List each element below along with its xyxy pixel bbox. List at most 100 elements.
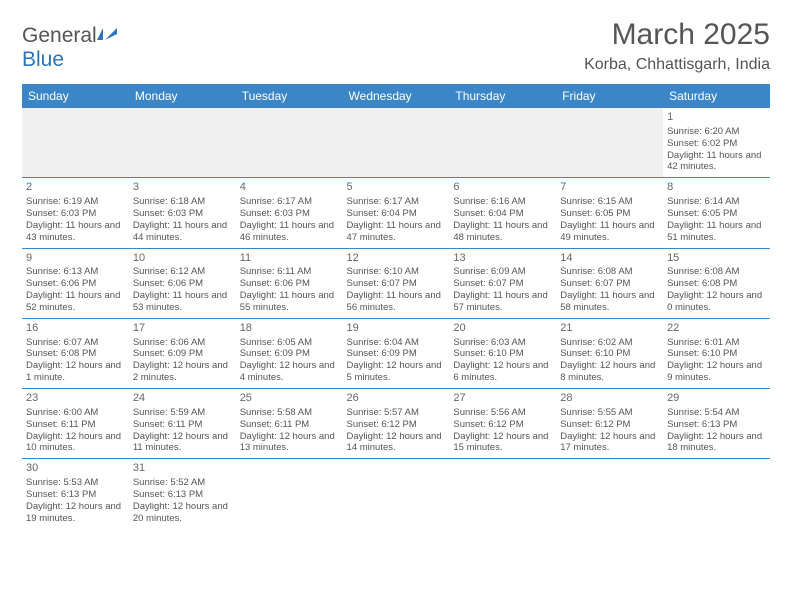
daylight-text: Daylight: 12 hours and 6 minutes.	[453, 360, 552, 384]
calendar-cell: 24Sunrise: 5:59 AMSunset: 6:11 PMDayligh…	[129, 389, 236, 459]
daylight-text: Daylight: 11 hours and 53 minutes.	[133, 290, 232, 314]
sunset-text: Sunset: 6:07 PM	[560, 278, 659, 290]
calendar-body: 1Sunrise: 6:20 AMSunset: 6:02 PMDaylight…	[22, 108, 770, 529]
day-number: 28	[560, 392, 659, 406]
day-number: 29	[667, 392, 766, 406]
calendar-cell: 11Sunrise: 6:11 AMSunset: 6:06 PMDayligh…	[236, 248, 343, 318]
daylight-text: Daylight: 11 hours and 51 minutes.	[667, 220, 766, 244]
day-number: 12	[347, 252, 446, 266]
sunrise-text: Sunrise: 5:55 AM	[560, 407, 659, 419]
sunset-text: Sunset: 6:03 PM	[240, 208, 339, 220]
sunset-text: Sunset: 6:10 PM	[560, 348, 659, 360]
sunset-text: Sunset: 6:07 PM	[453, 278, 552, 290]
sunrise-text: Sunrise: 6:18 AM	[133, 196, 232, 208]
daylight-text: Daylight: 11 hours and 46 minutes.	[240, 220, 339, 244]
day-number: 4	[240, 181, 339, 195]
calendar-cell	[449, 459, 556, 529]
calendar-cell: 30Sunrise: 5:53 AMSunset: 6:13 PMDayligh…	[22, 459, 129, 529]
weekday-header: Sunday	[22, 84, 129, 108]
daylight-text: Daylight: 11 hours and 47 minutes.	[347, 220, 446, 244]
calendar-cell: 17Sunrise: 6:06 AMSunset: 6:09 PMDayligh…	[129, 318, 236, 388]
calendar-cell: 2Sunrise: 6:19 AMSunset: 6:03 PMDaylight…	[22, 178, 129, 248]
calendar-cell: 10Sunrise: 6:12 AMSunset: 6:06 PMDayligh…	[129, 248, 236, 318]
daylight-text: Daylight: 12 hours and 15 minutes.	[453, 431, 552, 455]
day-number: 24	[133, 392, 232, 406]
weekday-header: Thursday	[449, 84, 556, 108]
sunset-text: Sunset: 6:07 PM	[347, 278, 446, 290]
sunrise-text: Sunrise: 6:08 AM	[560, 266, 659, 278]
calendar-cell	[129, 108, 236, 178]
day-number: 26	[347, 392, 446, 406]
sunrise-text: Sunrise: 6:11 AM	[240, 266, 339, 278]
sunrise-text: Sunrise: 6:08 AM	[667, 266, 766, 278]
calendar-cell: 1Sunrise: 6:20 AMSunset: 6:02 PMDaylight…	[663, 108, 770, 178]
sunrise-text: Sunrise: 6:16 AM	[453, 196, 552, 208]
sunset-text: Sunset: 6:04 PM	[347, 208, 446, 220]
sunrise-text: Sunrise: 6:13 AM	[26, 266, 125, 278]
calendar-cell: 26Sunrise: 5:57 AMSunset: 6:12 PMDayligh…	[343, 389, 450, 459]
sunset-text: Sunset: 6:04 PM	[453, 208, 552, 220]
daylight-text: Daylight: 12 hours and 9 minutes.	[667, 360, 766, 384]
calendar-cell	[449, 108, 556, 178]
sunset-text: Sunset: 6:06 PM	[133, 278, 232, 290]
daylight-text: Daylight: 12 hours and 0 minutes.	[667, 290, 766, 314]
sunrise-text: Sunrise: 6:00 AM	[26, 407, 125, 419]
sunset-text: Sunset: 6:05 PM	[667, 208, 766, 220]
sunrise-text: Sunrise: 6:10 AM	[347, 266, 446, 278]
calendar-cell	[556, 459, 663, 529]
daylight-text: Daylight: 12 hours and 8 minutes.	[560, 360, 659, 384]
sunset-text: Sunset: 6:03 PM	[26, 208, 125, 220]
sunrise-text: Sunrise: 6:17 AM	[347, 196, 446, 208]
sunset-text: Sunset: 6:09 PM	[347, 348, 446, 360]
sunrise-text: Sunrise: 5:52 AM	[133, 477, 232, 489]
daylight-text: Daylight: 11 hours and 44 minutes.	[133, 220, 232, 244]
calendar-cell: 7Sunrise: 6:15 AMSunset: 6:05 PMDaylight…	[556, 178, 663, 248]
weekday-header: Friday	[556, 84, 663, 108]
sunrise-text: Sunrise: 6:06 AM	[133, 337, 232, 349]
calendar-head: SundayMondayTuesdayWednesdayThursdayFrid…	[22, 84, 770, 108]
sunset-text: Sunset: 6:13 PM	[667, 419, 766, 431]
calendar-cell	[663, 459, 770, 529]
day-number: 27	[453, 392, 552, 406]
sunrise-text: Sunrise: 5:53 AM	[26, 477, 125, 489]
daylight-text: Daylight: 11 hours and 48 minutes.	[453, 220, 552, 244]
sunset-text: Sunset: 6:06 PM	[240, 278, 339, 290]
header: General Blue March 2025 Korba, Chhattisg…	[22, 18, 770, 74]
calendar-cell	[343, 108, 450, 178]
sunset-text: Sunset: 6:10 PM	[667, 348, 766, 360]
day-number: 25	[240, 392, 339, 406]
daylight-text: Daylight: 12 hours and 17 minutes.	[560, 431, 659, 455]
sunrise-text: Sunrise: 5:57 AM	[347, 407, 446, 419]
sunset-text: Sunset: 6:02 PM	[667, 138, 766, 150]
sunrise-text: Sunrise: 6:19 AM	[26, 196, 125, 208]
day-number: 8	[667, 181, 766, 195]
calendar-cell: 31Sunrise: 5:52 AMSunset: 6:13 PMDayligh…	[129, 459, 236, 529]
daylight-text: Daylight: 12 hours and 10 minutes.	[26, 431, 125, 455]
day-number: 30	[26, 462, 125, 476]
day-number: 19	[347, 322, 446, 336]
logo-word2: Blue	[22, 48, 64, 71]
sunset-text: Sunset: 6:13 PM	[133, 489, 232, 501]
daylight-text: Daylight: 11 hours and 56 minutes.	[347, 290, 446, 314]
weekday-header: Monday	[129, 84, 236, 108]
title-block: March 2025 Korba, Chhattisgarh, India	[584, 18, 770, 74]
calendar-cell: 19Sunrise: 6:04 AMSunset: 6:09 PMDayligh…	[343, 318, 450, 388]
day-number: 17	[133, 322, 232, 336]
sunrise-text: Sunrise: 5:58 AM	[240, 407, 339, 419]
sunrise-text: Sunrise: 6:01 AM	[667, 337, 766, 349]
day-number: 20	[453, 322, 552, 336]
calendar-cell: 3Sunrise: 6:18 AMSunset: 6:03 PMDaylight…	[129, 178, 236, 248]
day-number: 18	[240, 322, 339, 336]
daylight-text: Daylight: 12 hours and 14 minutes.	[347, 431, 446, 455]
day-number: 31	[133, 462, 232, 476]
daylight-text: Daylight: 12 hours and 11 minutes.	[133, 431, 232, 455]
day-number: 7	[560, 181, 659, 195]
sunrise-text: Sunrise: 6:09 AM	[453, 266, 552, 278]
day-number: 22	[667, 322, 766, 336]
calendar-cell: 18Sunrise: 6:05 AMSunset: 6:09 PMDayligh…	[236, 318, 343, 388]
calendar-cell: 20Sunrise: 6:03 AMSunset: 6:10 PMDayligh…	[449, 318, 556, 388]
calendar-cell: 28Sunrise: 5:55 AMSunset: 6:12 PMDayligh…	[556, 389, 663, 459]
sunset-text: Sunset: 6:08 PM	[26, 348, 125, 360]
daylight-text: Daylight: 12 hours and 20 minutes.	[133, 501, 232, 525]
daylight-text: Daylight: 11 hours and 42 minutes.	[667, 150, 766, 174]
